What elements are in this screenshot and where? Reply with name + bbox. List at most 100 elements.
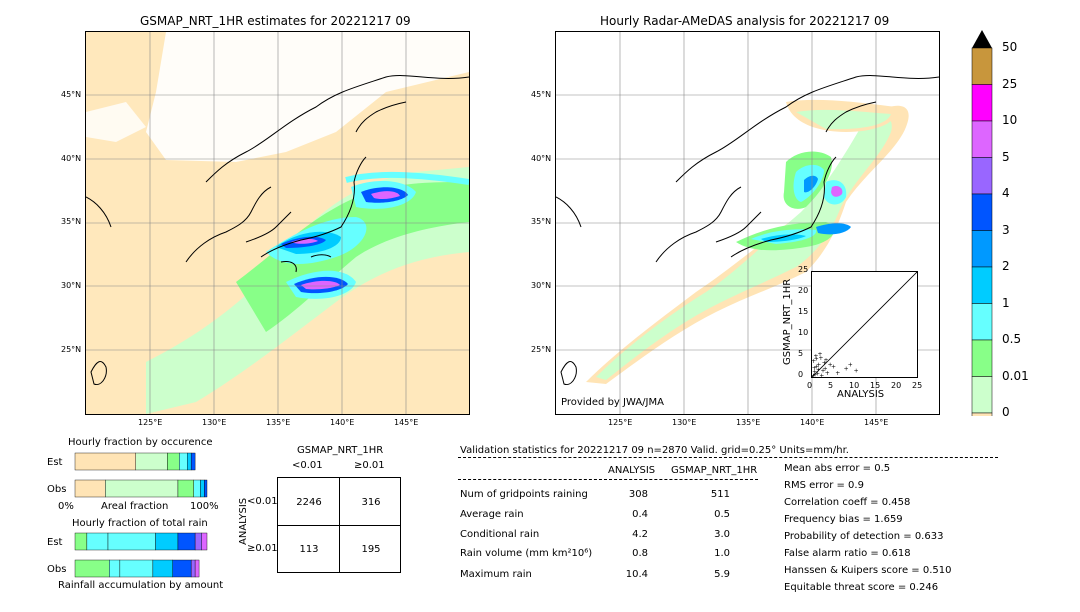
scatter-point: +	[831, 364, 836, 371]
validation-col-gsmap: GSMAP_NRT_1HR	[671, 465, 758, 476]
rain-fraction-bars	[74, 532, 208, 578]
fraction-segment	[105, 479, 179, 498]
right-map-title: Hourly Radar-AMeDAS analysis for 2022121…	[600, 14, 890, 28]
colorbar-tick-label: 4	[1002, 186, 1010, 200]
stat-row-label: Average rain	[460, 509, 524, 520]
colorbar-tick-label: 0.01	[1002, 368, 1029, 383]
stat-row-gsmap: 1.0	[714, 548, 730, 559]
contingency-cell: 2246	[296, 497, 322, 508]
fraction-segment	[194, 532, 202, 551]
contingency-cell: 195	[361, 544, 381, 555]
stat-row-analysis: 0.4	[632, 509, 648, 520]
contingency-col-header: <0.01	[292, 460, 323, 471]
score-line: Correlation coeff = 0.458	[784, 497, 911, 508]
stat-row-gsmap: 5.9	[714, 569, 730, 580]
stat-row-gsmap: 0.5	[714, 509, 730, 520]
colorbar-swatch	[971, 266, 993, 304]
right-lon-label: 140°E	[800, 418, 825, 427]
left-lon-label: 130°E	[202, 418, 227, 427]
scatter-y-label: GSMAP_NRT_1HR	[782, 278, 793, 365]
scatter-y-tick: 10	[798, 328, 809, 337]
fraction-segment	[74, 532, 88, 551]
scatter-x-tick: 20	[891, 381, 902, 390]
stat-row-label: Num of gridpoints raining	[460, 489, 588, 500]
scatter-point: +	[822, 360, 827, 367]
right-map-panel: +++++++++++++++++++++++++ Provided by JW…	[555, 31, 940, 415]
scatter-point: +	[816, 366, 821, 373]
score-line: Mean abs error = 0.5	[784, 463, 891, 474]
score-line: RMS error = 0.9	[784, 480, 864, 491]
contingency-title: GSMAP_NRT_1HR	[297, 445, 384, 456]
fraction-segment	[135, 452, 168, 471]
fraction-segment	[190, 452, 196, 471]
right-lat-label: 25°N	[531, 345, 552, 354]
stat-row-analysis: 10.4	[625, 569, 648, 580]
left-map-panel	[85, 31, 470, 415]
colorbar-swatch	[971, 230, 993, 268]
fraction-segment	[201, 532, 208, 551]
fraction-segment	[86, 532, 109, 551]
scatter-point: +	[823, 357, 828, 364]
stat-row-gsmap: 511	[710, 489, 730, 500]
fraction-segment	[74, 479, 106, 498]
contingency-cell: 113	[299, 544, 319, 555]
stat-row-label: Maximum rain	[460, 569, 532, 580]
colorbar-swatch	[971, 84, 993, 122]
colorbar-tick-label: 3	[1002, 222, 1010, 237]
fraction-segment	[155, 532, 179, 551]
scatter-point: +	[814, 364, 819, 371]
score-line: Frequency bias = 1.659	[784, 514, 903, 525]
fraction-segment	[179, 452, 188, 471]
colorbar-extend-arrow	[972, 30, 992, 48]
stat-row-analysis: 0.8	[632, 548, 648, 559]
fraction-segment	[152, 559, 173, 578]
fraction-segment	[119, 559, 154, 578]
right-lat-label: 35°N	[531, 217, 552, 226]
validation-col-analysis: ANALYSIS	[608, 465, 656, 476]
scatter-point: +	[854, 368, 859, 375]
scatter-inset: +++++++++++++++++++++++++	[811, 271, 918, 380]
contingency-cell: 316	[361, 497, 381, 508]
scatter-x-tick: 25	[912, 381, 923, 390]
scatter-point: +	[818, 355, 823, 362]
scatter-y-tick: 20	[798, 286, 809, 295]
left-lon-label: 125°E	[138, 418, 163, 427]
fraction-segment	[200, 479, 205, 498]
fraction-segment	[193, 479, 201, 498]
stat-row-label: Rain volume (mm km²10⁶)	[460, 548, 593, 559]
left-lon-label: 140°E	[330, 418, 355, 427]
fraction-segment	[107, 532, 156, 551]
data-credit: Provided by JWA/JMA	[561, 397, 664, 408]
scatter-point: +	[818, 351, 823, 358]
fraction-segment	[194, 559, 200, 578]
fraction-segment	[172, 559, 192, 578]
occurrence-axis-max: 100%	[190, 501, 219, 512]
fraction-segment	[109, 559, 121, 578]
right-map-svg	[556, 32, 939, 414]
stat-row-label: Conditional rain	[460, 529, 540, 540]
scatter-y-tick: 15	[798, 307, 809, 316]
left-lat-label: 25°N	[61, 345, 82, 354]
scatter-x-tick: 15	[870, 381, 881, 390]
contingency-row-header: ≥0.01	[247, 543, 278, 554]
occurrence-est-label: Est	[47, 457, 63, 468]
colorbar-swatch	[971, 157, 993, 195]
contingency-col-header: ≥0.01	[354, 460, 385, 471]
left-lat-label: 45°N	[61, 90, 82, 99]
left-map-svg	[86, 32, 469, 414]
scatter-point: +	[835, 370, 840, 377]
colorbar-swatch	[971, 47, 993, 85]
occurrence-title: Hourly fraction by occurence	[68, 437, 213, 448]
right-lon-label: 130°E	[672, 418, 697, 427]
left-lat-label: 40°N	[61, 154, 82, 163]
right-lon-label: 135°E	[736, 418, 761, 427]
colorbar-swatch	[971, 376, 993, 414]
scatter-point: +	[814, 356, 819, 363]
stat-row-gsmap: 3.0	[714, 529, 730, 540]
rain-axis-label: Rainfall accumulation by amount	[58, 580, 224, 591]
left-lon-label: 145°E	[394, 418, 419, 427]
diagonal-line	[811, 271, 918, 378]
fraction-segment	[204, 479, 208, 498]
colorbar-tick-label: 0	[1002, 405, 1010, 419]
scatter-point: +	[819, 372, 824, 377]
